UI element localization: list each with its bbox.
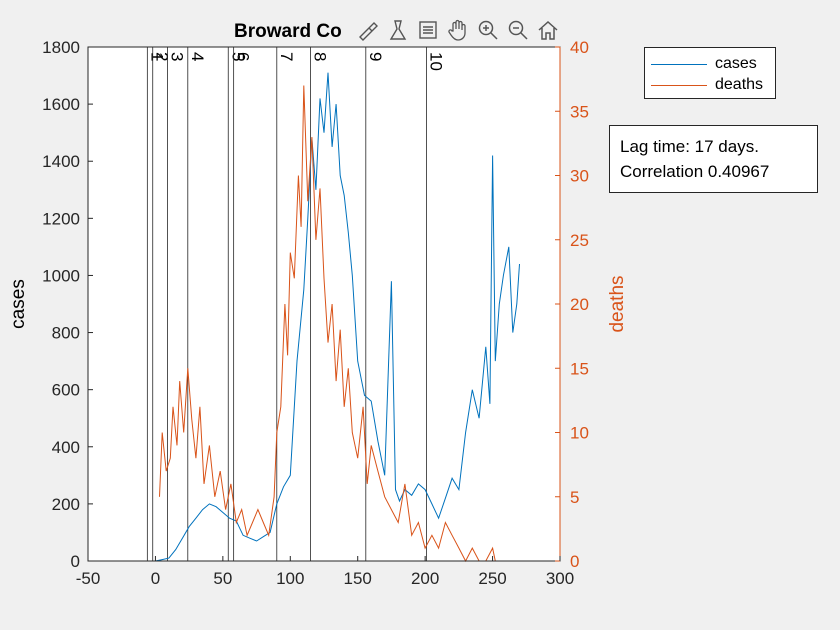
right-tick-label-0: 0	[570, 552, 579, 571]
right-tick-label-35: 35	[570, 102, 589, 121]
right-tick-label-40: 40	[570, 38, 589, 57]
pan-hand-icon[interactable]	[444, 16, 472, 44]
right-tick-label-15: 15	[570, 359, 589, 378]
chart-title: Broward Co	[234, 21, 342, 42]
series-deaths-line[interactable]	[159, 85, 496, 563]
right-tick-label-5: 5	[570, 488, 579, 507]
x-tick-label-300: 300	[546, 569, 574, 588]
event-label-3: 3	[168, 52, 187, 61]
legend-label-deaths: deaths	[715, 76, 764, 93]
x-tick-label-50: 50	[213, 569, 232, 588]
right-tick-label-25: 25	[570, 231, 589, 250]
event-label-9: 9	[366, 52, 385, 61]
left-tick-label-800: 800	[52, 324, 80, 343]
legend-entry-deaths[interactable]: deaths	[651, 75, 763, 95]
left-tick-label-1800: 1800	[42, 38, 80, 57]
brush-icon[interactable]	[354, 16, 382, 44]
legend-entry-cases[interactable]: cases	[651, 54, 757, 74]
x-tick-label-0: 0	[151, 569, 160, 588]
legend[interactable]: cases deaths	[644, 47, 776, 99]
axes-toolbar	[354, 16, 562, 44]
left-tick-label-1600: 1600	[42, 95, 80, 114]
correlation-annotation: Lag time: 17 days. Correlation 0.40967	[609, 125, 818, 193]
left-tick-label-1200: 1200	[42, 209, 80, 228]
event-label-5: 5	[228, 52, 247, 61]
zoom-in-icon[interactable]	[474, 16, 502, 44]
event-label-6: 6	[234, 52, 253, 61]
x-tick-label-250: 250	[478, 569, 506, 588]
left-tick-label-600: 600	[52, 381, 80, 400]
x-axis: -50 0 50 100 150 200 250 300	[76, 556, 574, 588]
left-tick-label-1000: 1000	[42, 266, 80, 285]
series-cases-line[interactable]	[155, 72, 520, 562]
zoom-out-icon[interactable]	[504, 16, 532, 44]
plot-area-background	[88, 47, 560, 561]
x-tick-label-100: 100	[276, 569, 304, 588]
right-axis-label: deaths	[607, 275, 628, 332]
event-label-1: 1	[147, 52, 166, 61]
series-layer[interactable]	[155, 72, 520, 563]
legend-swatch-deaths	[651, 84, 707, 86]
legend-toggle-icon[interactable]	[414, 16, 442, 44]
left-tick-label-1400: 1400	[42, 152, 80, 171]
left-tick-label-200: 200	[52, 495, 80, 514]
event-lines-group: 123 4 56 7 8 9 10	[146, 47, 445, 561]
left-axis-label: cases	[8, 279, 29, 329]
event-label-4: 4	[188, 52, 207, 61]
x-tick-label-200: 200	[411, 569, 439, 588]
event-label-7: 7	[277, 52, 296, 61]
legend-swatch-cases	[651, 63, 707, 65]
lag-time-text: Lag time: 17 days.	[620, 137, 759, 156]
data-tip-icon[interactable]	[384, 16, 412, 44]
legend-label-cases: cases	[715, 55, 757, 72]
x-tick-label--50: -50	[76, 569, 101, 588]
right-tick-label-30: 30	[570, 167, 589, 186]
correlation-text: Correlation 0.40967	[620, 162, 770, 181]
event-label-2: 2	[153, 52, 172, 61]
event-label-8: 8	[311, 52, 330, 61]
right-y-axis: 0 5 10 15 20 25 30 35 40	[555, 38, 589, 571]
left-tick-label-400: 400	[52, 438, 80, 457]
right-tick-label-20: 20	[570, 295, 589, 314]
right-tick-label-10: 10	[570, 424, 589, 443]
left-y-axis: 0 200 400 600 800 1000 1200 1400 1600 1800	[42, 38, 93, 571]
event-label-10: 10	[426, 52, 445, 71]
home-icon[interactable]	[534, 16, 562, 44]
left-tick-label-0: 0	[71, 552, 80, 571]
x-tick-label-150: 150	[344, 569, 372, 588]
